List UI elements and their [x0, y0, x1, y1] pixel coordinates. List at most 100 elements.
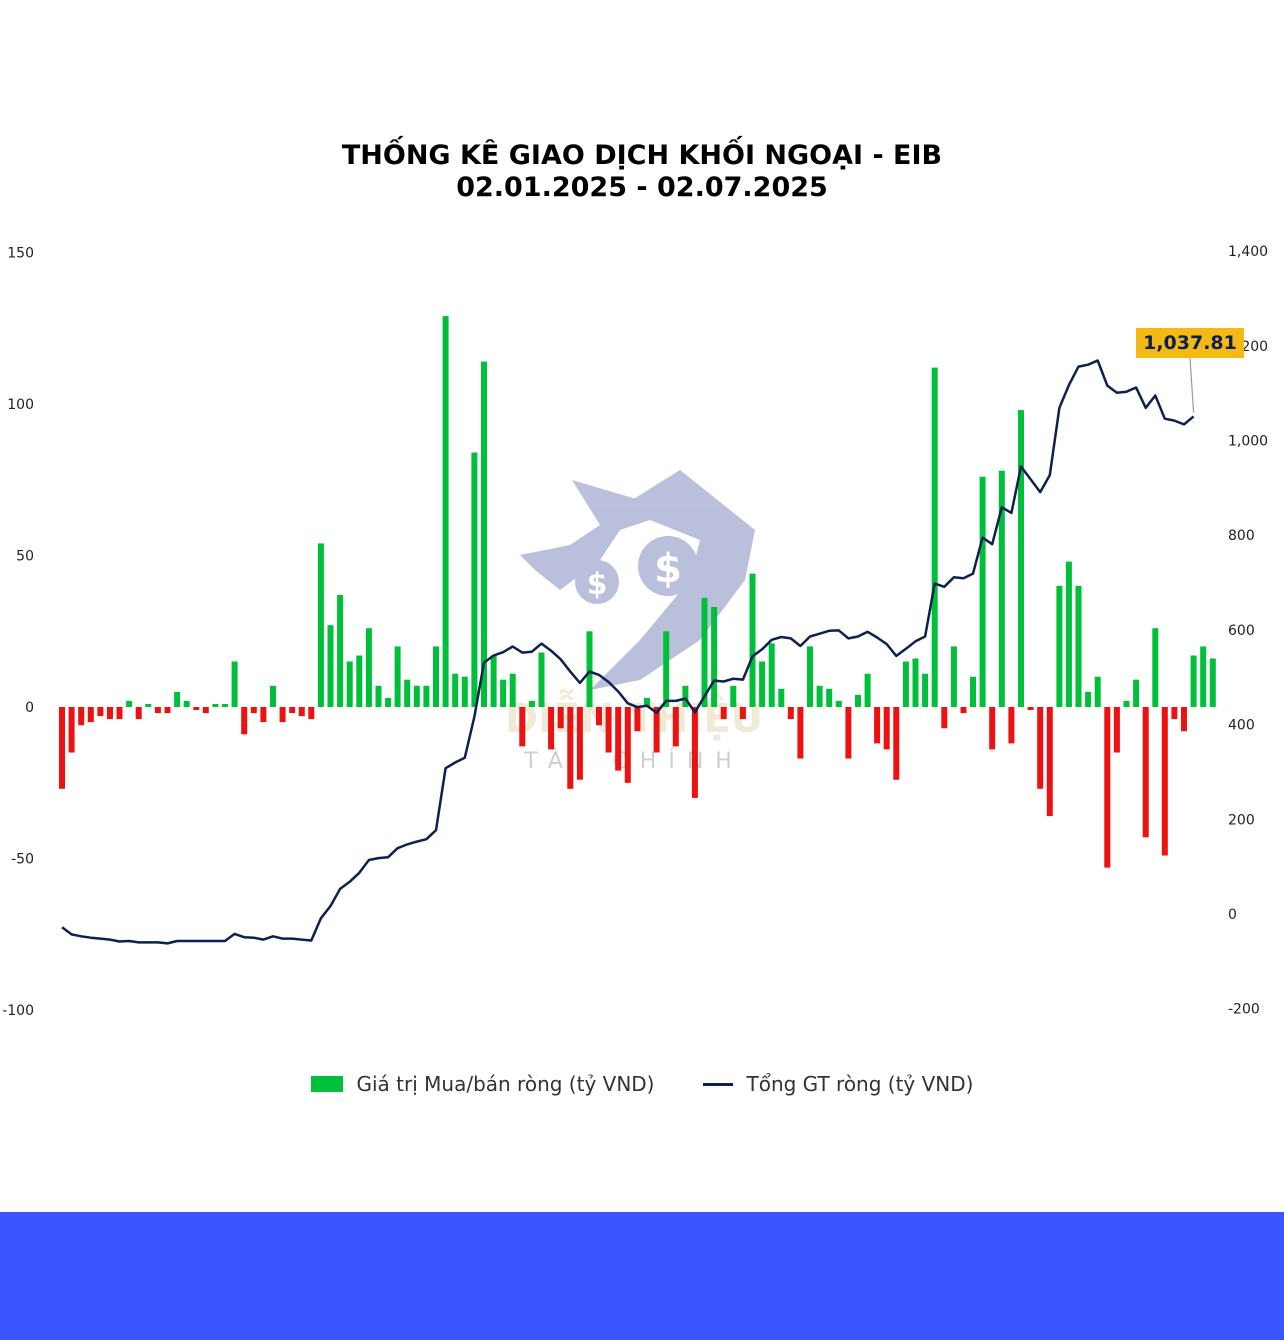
bar [864, 673, 871, 707]
bar [624, 707, 631, 783]
left-tick-label: 50 [16, 549, 34, 565]
watermark-logo: $ $ DIỄN THIỆU TÀI CHÍNH [505, 470, 763, 774]
bar [989, 707, 996, 750]
bar [97, 707, 104, 717]
callout-leader-line [1189, 357, 1195, 413]
bar [701, 597, 708, 707]
right-tick-label: 800 [1228, 528, 1255, 544]
bar [1018, 410, 1024, 707]
bar [337, 594, 344, 707]
bar [212, 704, 219, 707]
bar [1152, 628, 1159, 707]
bar [672, 707, 679, 747]
bar [394, 646, 401, 707]
bar [557, 707, 564, 729]
bar [1171, 707, 1178, 720]
bar [759, 661, 766, 707]
bar-series [59, 316, 1216, 868]
right-tick-label: -200 [1228, 1002, 1260, 1018]
bar [548, 707, 555, 750]
bar [154, 707, 161, 714]
bar [385, 697, 392, 707]
bar [912, 658, 919, 707]
bar [1200, 646, 1207, 707]
dollar-coin-icon [638, 536, 698, 596]
shield-icon [520, 470, 755, 690]
bar [231, 661, 238, 707]
chart-canvas: $ $ DIỄN THIỆU TÀI CHÍNH 150 100 50 0 -50 -10… [2, 244, 1268, 1020]
bar [59, 707, 65, 789]
bar [116, 707, 123, 720]
bar [500, 679, 507, 707]
bar [1209, 658, 1216, 707]
bar [902, 661, 909, 707]
bar [145, 704, 152, 707]
last-value-callout: 1,037.81 [1136, 328, 1244, 358]
chart-subtitle: 02.01.2025 - 02.07.2025 [456, 172, 828, 203]
right-tick-label: 1,000 [1228, 434, 1268, 450]
line-series [61, 359, 1195, 945]
bar [691, 707, 698, 798]
bar [922, 673, 929, 707]
bar [1094, 676, 1101, 707]
bar [452, 673, 459, 707]
bar [327, 625, 334, 707]
legend-item-line: Tổng GT ròng (tỷ VND) [702, 1072, 974, 1096]
bar [1161, 707, 1168, 856]
bar [807, 646, 813, 707]
bar [615, 707, 622, 771]
bar [1046, 707, 1053, 817]
bar [970, 676, 976, 707]
bar [519, 707, 526, 747]
bar [126, 700, 133, 707]
bar [835, 700, 842, 707]
right-tick-label: 0 [1228, 907, 1237, 923]
left-tick-label: 150 [7, 246, 34, 262]
bar [1123, 700, 1130, 707]
bar [317, 543, 324, 707]
legend: Giá trị Mua/bán ròng (tỷ VND) Tổng GT rò… [0, 1072, 1284, 1096]
bar [1008, 707, 1015, 744]
left-tick-label: -50 [11, 852, 34, 868]
bar [1190, 655, 1197, 707]
bar [222, 704, 228, 707]
bar [270, 685, 276, 707]
bar [174, 691, 181, 707]
bar [68, 707, 75, 753]
bar [260, 707, 267, 723]
bar [855, 694, 861, 707]
bar [135, 707, 142, 720]
bar [586, 631, 593, 708]
bar [749, 573, 756, 707]
bar [1113, 707, 1120, 753]
bar [960, 707, 967, 714]
dollar-sign-icon: $ [654, 546, 682, 592]
bar [356, 655, 363, 707]
callout-leader [1189, 357, 1195, 413]
legend-label-line: Tổng GT ròng (tỷ VND) [746, 1072, 974, 1096]
bar [1075, 585, 1082, 707]
bar [481, 361, 487, 707]
bar [107, 707, 113, 720]
legend-label-bars: Giá trị Mua/bán ròng (tỷ VND) [356, 1072, 655, 1096]
right-tick-label: 600 [1228, 623, 1255, 639]
bar [941, 707, 948, 729]
chart-title: THỐNG KÊ GIAO DỊCH KHỐI NGOẠI - EIB [341, 140, 943, 171]
bar [1027, 707, 1034, 710]
bar [193, 707, 200, 710]
legend-swatch-bars [310, 1076, 343, 1092]
bar [1037, 707, 1044, 789]
bar [1085, 691, 1092, 707]
bar [87, 707, 94, 723]
right-tick-label: 400 [1228, 718, 1255, 734]
bar [164, 707, 171, 714]
bar [605, 707, 612, 753]
bar [950, 646, 957, 707]
bar [413, 685, 420, 707]
bar [644, 697, 650, 707]
bar [874, 707, 881, 744]
bar [893, 707, 900, 780]
bar [979, 476, 986, 707]
bar [509, 673, 516, 707]
left-axis: 150 100 50 0 -50 -100 [2, 246, 34, 1020]
